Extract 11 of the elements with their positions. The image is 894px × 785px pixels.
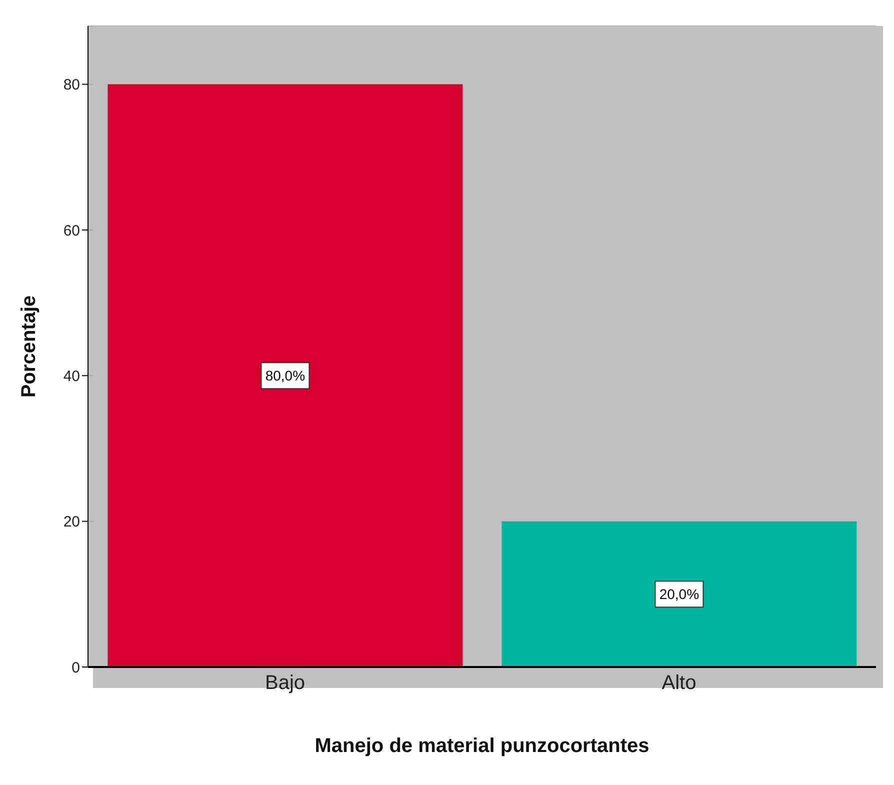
x-tick-label: Alto (662, 672, 696, 694)
y-tick-label: 20 (63, 514, 80, 531)
y-tick-label: 0 (72, 659, 80, 676)
data-label: 80,0% (265, 368, 306, 384)
y-tick-label: 80 (63, 76, 80, 94)
data-label: 20,0% (659, 586, 700, 602)
y-axis-title: Porcentaje (18, 295, 40, 398)
x-axis-title: Manejo de material punzocortantes (314, 735, 650, 757)
y-tick-label: 60 (63, 222, 80, 240)
y-tick-label: 40 (63, 368, 80, 385)
x-tick-label: Bajo (264, 672, 306, 694)
